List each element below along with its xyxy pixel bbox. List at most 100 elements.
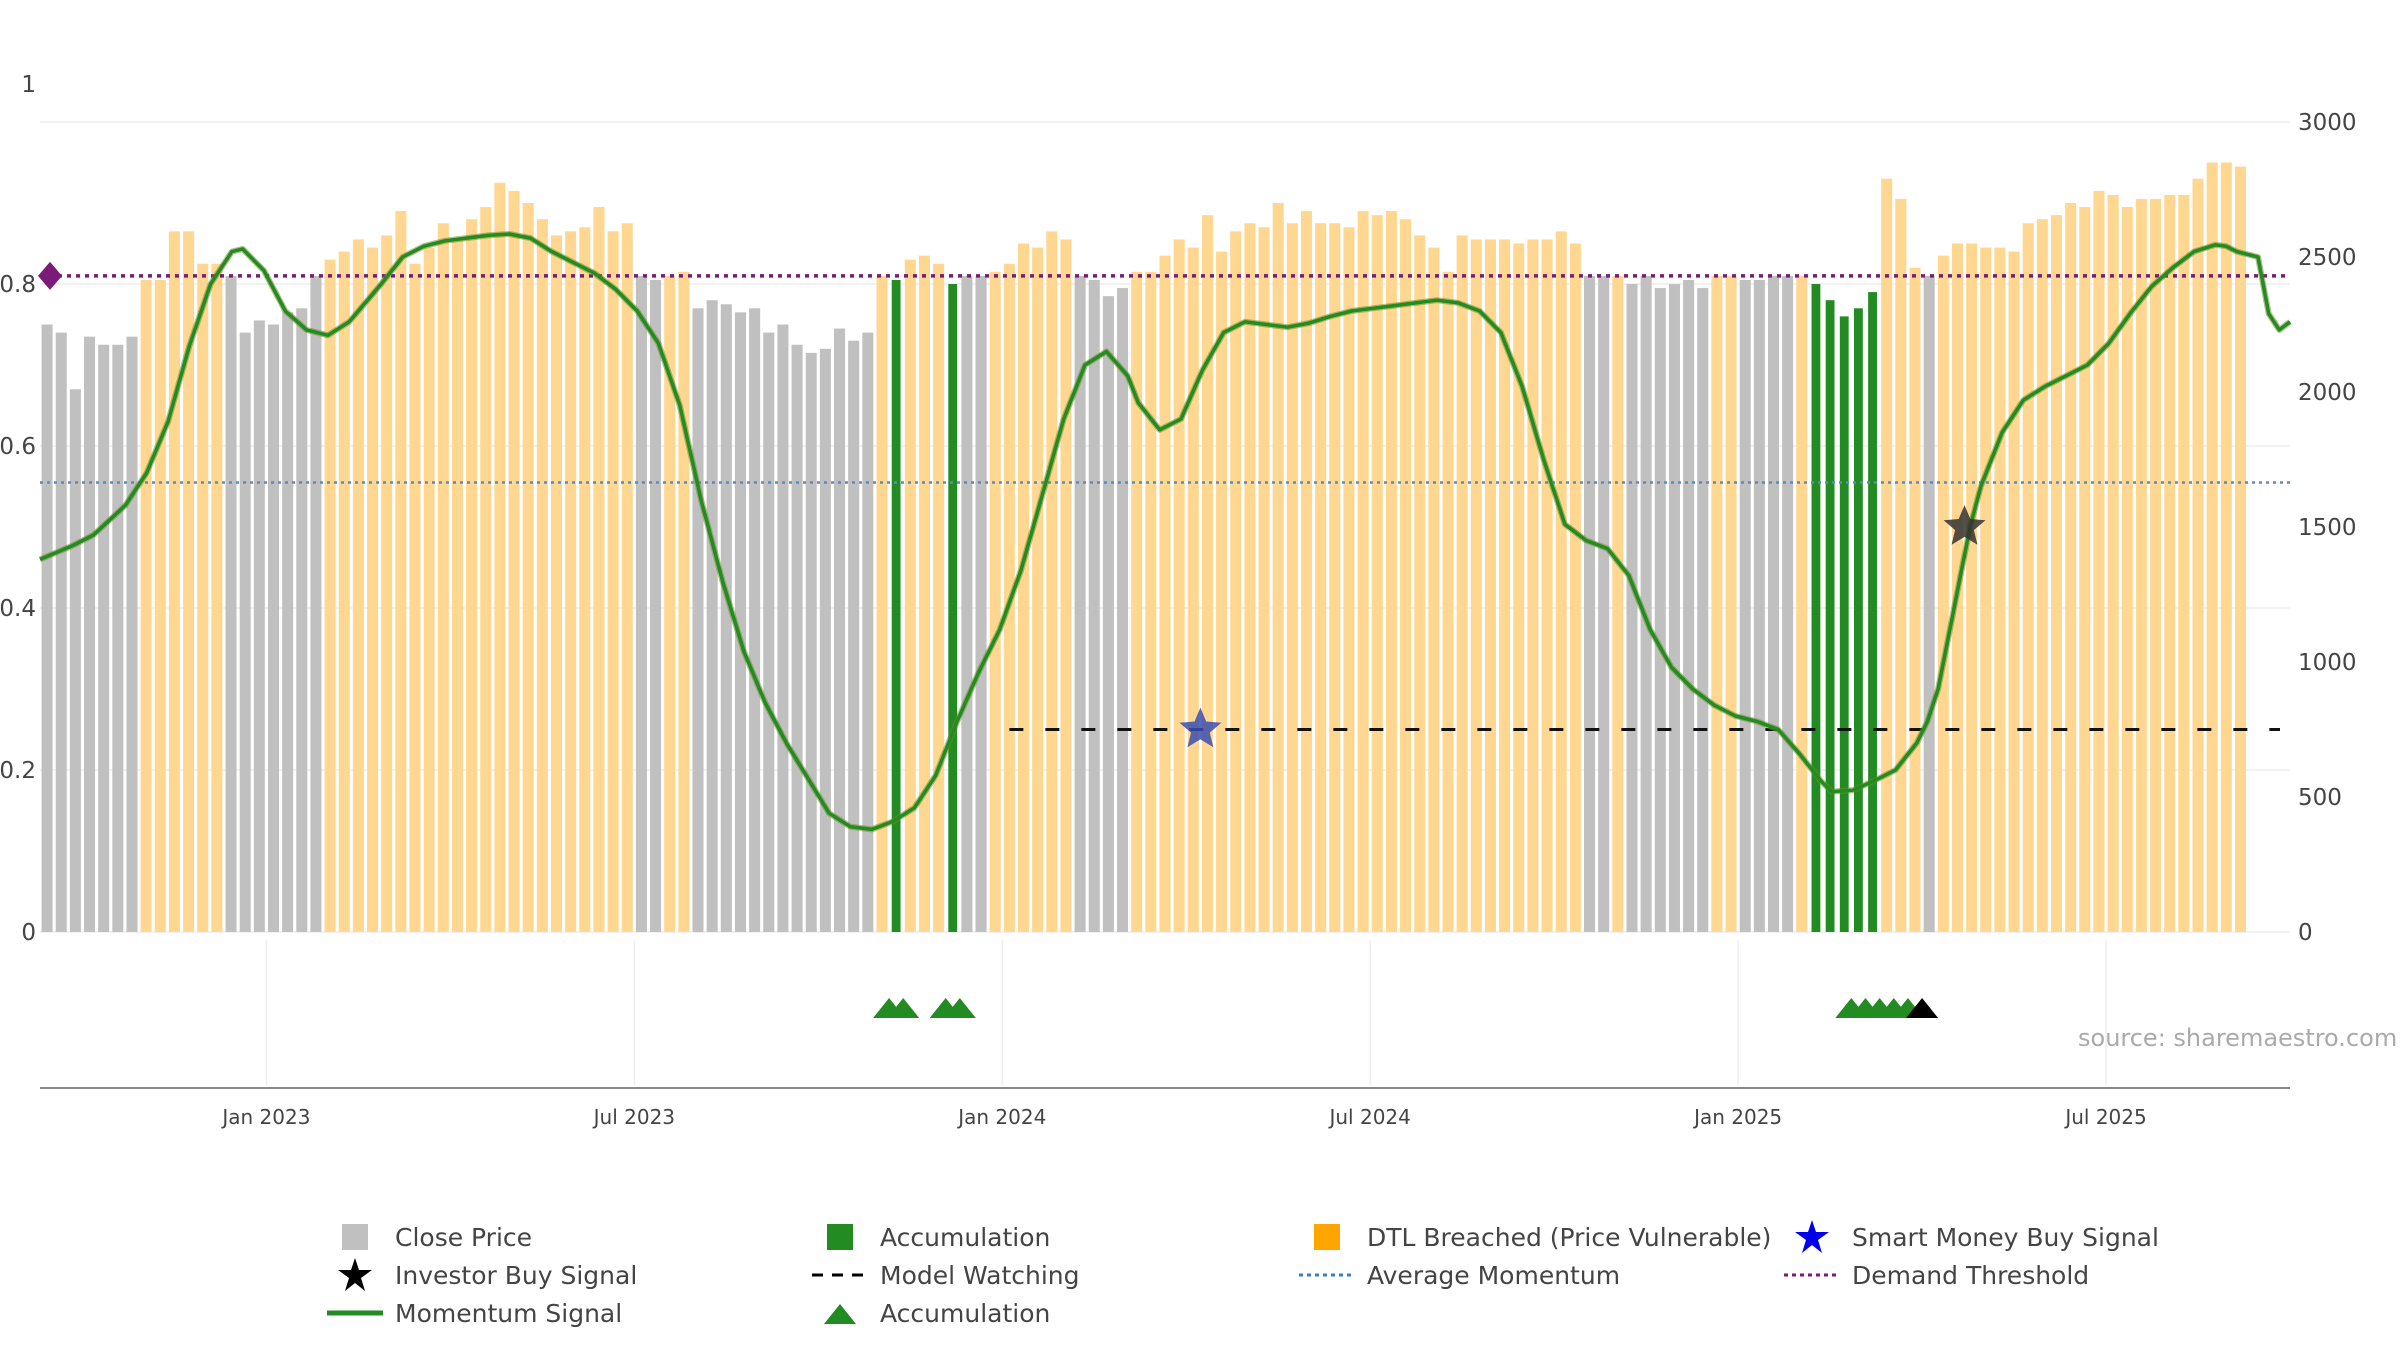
bar-orange — [1796, 275, 1808, 932]
bar-orange — [1357, 211, 1369, 933]
bar-green — [1868, 292, 1877, 933]
bar-orange — [2008, 251, 2020, 933]
bar-grey — [1767, 275, 1780, 932]
bar-orange — [593, 207, 605, 933]
bar-grey — [961, 275, 973, 932]
bar-orange — [1159, 255, 1171, 932]
bar-grey — [763, 332, 775, 933]
bar-orange — [494, 182, 506, 932]
bar-orange — [664, 275, 676, 932]
legend-item: Accumulation — [810, 1296, 1050, 1330]
bar-grey — [1088, 279, 1100, 932]
bar-orange — [1343, 227, 1355, 933]
right-tick-label: 2000 — [2298, 380, 2357, 406]
dash-line-icon — [810, 1258, 870, 1292]
x-tick-label: Jan 2025 — [1692, 1105, 1782, 1129]
bar-grey — [1102, 296, 1114, 932]
bar-orange — [1484, 239, 1496, 932]
bar-grey — [69, 389, 81, 932]
bar-orange — [1414, 235, 1426, 932]
bar-grey — [1923, 275, 1935, 932]
bar-orange — [536, 219, 548, 932]
legend-item: Close Price — [325, 1220, 532, 1254]
bar-orange — [2022, 223, 2034, 932]
bar-orange — [1371, 215, 1383, 932]
legend-label: Accumulation — [880, 1298, 1051, 1328]
bar-grey — [267, 324, 280, 932]
bar-grey — [225, 275, 237, 932]
bar-grey — [692, 308, 704, 932]
legend-label: Demand Threshold — [1852, 1260, 2090, 1290]
bar-grey — [720, 304, 732, 932]
legend-label: Average Momentum — [1367, 1260, 1621, 1290]
bar-orange — [1187, 247, 1199, 933]
bar-orange — [1881, 178, 1893, 932]
legend-item: Model Watching — [810, 1258, 1080, 1292]
bar-orange — [395, 211, 407, 933]
star-icon — [1782, 1220, 1842, 1254]
bar-orange — [2107, 194, 2119, 932]
legend-label: Accumulation — [880, 1222, 1051, 1252]
bar-orange — [409, 263, 421, 932]
bar-grey — [55, 332, 67, 933]
bar-orange — [1909, 267, 1921, 932]
bar-grey — [650, 279, 662, 932]
momentum-line — [39, 232, 2292, 832]
bar-orange — [466, 219, 478, 932]
legend-item: Momentum Signal — [325, 1296, 622, 1330]
bar-orange — [1017, 243, 1030, 932]
left-tick-label: 0 — [21, 920, 36, 946]
signal-triangle-black — [1906, 998, 1939, 1018]
source-label: source: sharemaestro.com — [2078, 1024, 2398, 1052]
right-tick-label: 3000 — [2298, 110, 2357, 136]
bar-orange — [168, 231, 180, 933]
bar-orange — [1258, 227, 1270, 933]
bar-orange — [1966, 243, 1978, 932]
square-icon — [1297, 1220, 1357, 1254]
bar-grey — [819, 348, 831, 932]
bar-orange — [1456, 235, 1468, 932]
bar-orange — [904, 259, 916, 932]
bar-orange — [367, 247, 379, 933]
bar-orange — [550, 235, 563, 932]
bar-orange — [140, 279, 152, 932]
bar-grey — [112, 344, 124, 932]
left-tick-label: 0.8 — [0, 272, 36, 298]
bar-grey — [1739, 279, 1751, 932]
right-tick-label: 0 — [2298, 920, 2313, 946]
bar-orange — [1513, 243, 1525, 932]
bar-orange — [1272, 203, 1284, 932]
bar-orange — [1244, 223, 1256, 932]
bar-orange — [324, 259, 336, 932]
bar-orange — [621, 223, 633, 932]
bar-grey — [862, 332, 874, 933]
bar-orange — [338, 251, 350, 933]
bar-orange — [1527, 239, 1539, 932]
legend-label: Smart Money Buy Signal — [1852, 1222, 2159, 1252]
bar-orange — [1499, 239, 1511, 932]
bar-orange — [565, 231, 577, 933]
bar-orange — [579, 227, 591, 933]
bar-orange — [2036, 219, 2048, 932]
bar-green — [948, 284, 958, 932]
bar-grey — [749, 308, 761, 932]
bar-grey — [1654, 288, 1666, 932]
bar-orange — [1895, 198, 1907, 932]
legend-label: Investor Buy Signal — [395, 1260, 638, 1290]
bar-orange — [2220, 162, 2232, 932]
bar-orange — [183, 231, 195, 933]
bar-orange — [480, 207, 492, 933]
x-tick-label: Jan 2024 — [956, 1105, 1046, 1129]
bar-orange — [522, 203, 534, 932]
bar-grey — [296, 308, 308, 932]
bar-orange — [1145, 271, 1157, 933]
right-tick-label: 1000 — [2298, 650, 2357, 676]
bar-orange — [451, 239, 463, 932]
dotted-line-icon — [1297, 1258, 1357, 1292]
bar-orange — [2079, 207, 2091, 933]
legend-label: DTL Breached (Price Vulnerable) — [1367, 1222, 1772, 1252]
legend-item: Demand Threshold — [1782, 1258, 2089, 1292]
right-tick-label: 500 — [2298, 785, 2342, 811]
bar-green — [891, 279, 901, 932]
